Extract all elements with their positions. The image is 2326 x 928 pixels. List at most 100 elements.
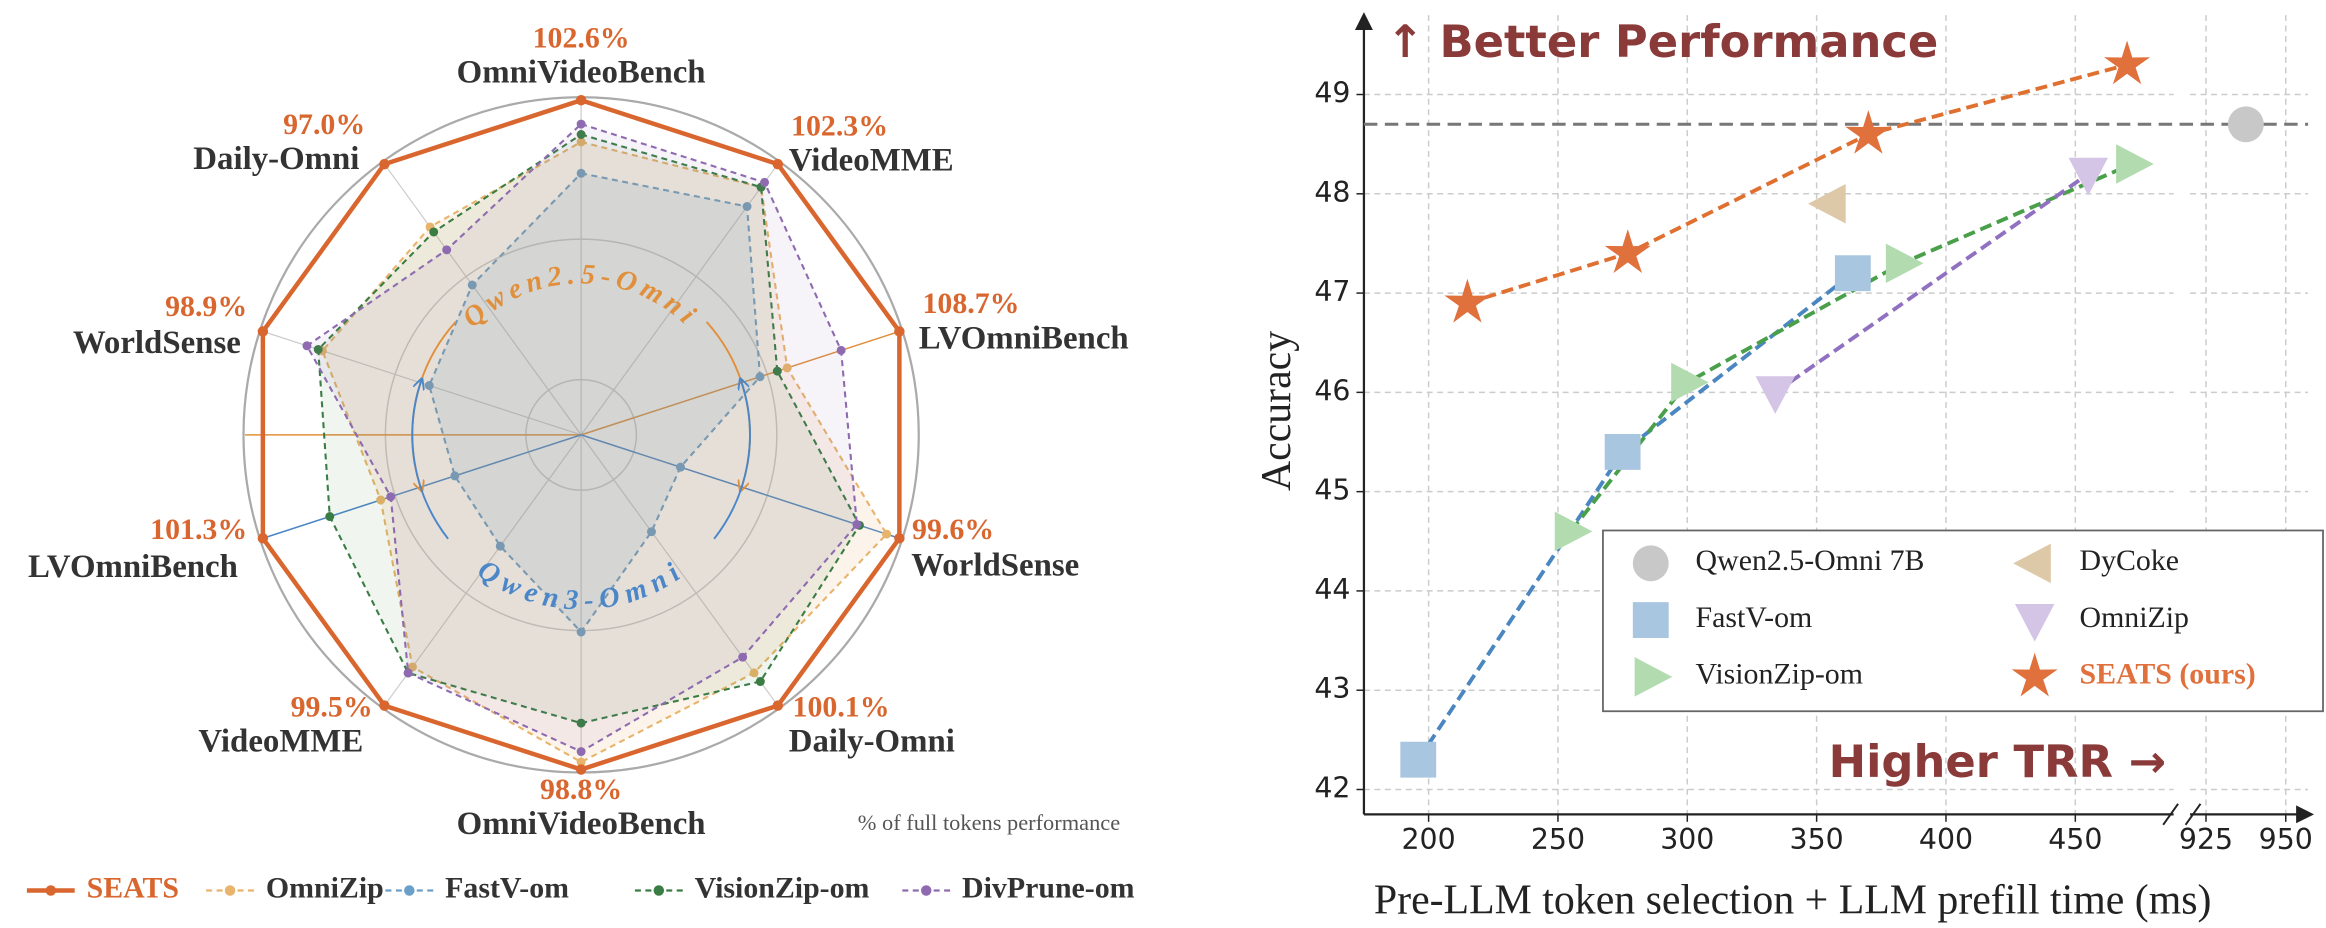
value-label: 100.1%	[793, 691, 890, 724]
value-label: 102.6%	[533, 21, 630, 54]
series-point	[576, 130, 586, 139]
axis-spoke	[383, 162, 582, 436]
series-point	[576, 718, 586, 728]
series-point	[376, 495, 386, 505]
legend-marker	[2014, 603, 2055, 642]
legend-marker	[2011, 652, 2058, 697]
series-point	[379, 700, 390, 711]
axis-label: LVOmniBench	[28, 549, 238, 585]
series-area	[321, 140, 888, 764]
value-label: 99.5%	[291, 691, 373, 724]
legend-label: OmniZip	[2080, 601, 2189, 634]
series-line	[1569, 162, 2133, 533]
legend-label: SEATS	[87, 871, 179, 904]
x-tick-label: 925	[2179, 823, 2233, 856]
value-label: 97.0%	[283, 108, 365, 141]
series-point	[450, 471, 460, 481]
series-point	[782, 363, 792, 373]
legend-marker	[45, 885, 57, 896]
series-point	[575, 764, 587, 775]
x-tick-label: 350	[1790, 823, 1844, 856]
series-point	[2104, 40, 2151, 85]
series-point	[755, 677, 765, 687]
series-point	[882, 529, 892, 539]
value-label: 102.3%	[791, 109, 888, 142]
x-axis-label: Pre-LLM token selection + LLM prefill ti…	[1374, 878, 2212, 924]
series-point	[257, 533, 269, 544]
series-point	[302, 341, 312, 351]
series-line	[1466, 62, 2128, 305]
axis-label: WorldSense	[73, 325, 241, 361]
series-point	[755, 372, 765, 382]
y-tick-label: 47	[1314, 275, 1350, 308]
axis-break	[2162, 803, 2202, 826]
value-label: 99.6%	[912, 513, 994, 546]
series-point	[576, 627, 586, 637]
series-point	[772, 366, 782, 376]
x-tick-label: 950	[2259, 823, 2313, 856]
series-point	[2227, 106, 2264, 143]
axis-label: Daily-Omni	[193, 141, 359, 177]
axis-label: WorldSense	[911, 547, 1079, 583]
axis-label: OmniVideoBench	[457, 54, 706, 90]
legend-label: OmniZip	[266, 871, 384, 904]
legend-label: SEATS (ours)	[2080, 658, 2256, 691]
value-label: 101.3%	[150, 513, 247, 546]
axis-label: VideoMME	[789, 143, 954, 179]
legend-label: VisionZip-om	[1696, 658, 1863, 691]
x-tick-label: 200	[1402, 823, 1456, 856]
y-tick-label: 49	[1314, 77, 1350, 110]
series-point	[325, 512, 335, 522]
legend-marker	[224, 885, 236, 896]
series-point	[1400, 741, 1437, 778]
series-point	[894, 326, 905, 337]
y-tick-label: 45	[1314, 474, 1350, 507]
axis-spoke	[580, 434, 780, 708]
legend-marker	[2013, 543, 2051, 584]
group-arc	[713, 380, 751, 540]
series-point	[1808, 184, 1846, 224]
y-tick-label: 42	[1314, 771, 1350, 804]
legend-label: VisionZip-om	[695, 871, 870, 904]
series-point	[738, 652, 748, 662]
note: % of full tokens performance	[858, 810, 1120, 835]
series-point	[424, 381, 434, 390]
series-point	[852, 519, 862, 529]
series-point	[894, 533, 905, 544]
legend-label: DyCoke	[2080, 544, 2180, 577]
y-axis-label: Accuracy	[1254, 331, 1300, 491]
series-point	[575, 95, 587, 106]
series-point	[429, 227, 439, 237]
series-point	[495, 541, 505, 551]
axis-label: VideoMME	[198, 724, 363, 760]
x-tick-label: 300	[1660, 823, 1714, 856]
series-area	[317, 133, 861, 725]
axis-label: LVOmniBench	[919, 320, 1129, 356]
legend-label: DivPrune-om	[962, 871, 1135, 904]
series-point	[576, 137, 586, 147]
x-tick-label: 450	[2048, 823, 2102, 856]
series-point	[1885, 243, 1924, 284]
legend-label: Qwen2.5-Omni 7B	[1696, 544, 1925, 577]
y-tick-label: 46	[1314, 374, 1350, 407]
legend-marker	[1634, 657, 1673, 697]
legend-marker	[653, 885, 665, 896]
series-point	[749, 668, 759, 678]
x-axis-arrow	[2296, 805, 2315, 824]
series-point	[1444, 278, 1491, 323]
legend-marker	[920, 885, 932, 896]
y-axis-arrow	[1354, 12, 1373, 31]
series-point	[1604, 434, 1641, 470]
x-tick-label: 250	[1531, 823, 1585, 856]
annotation: ↑ Better Performance	[1386, 15, 1938, 68]
series-line	[1774, 172, 2090, 394]
series-point	[257, 326, 269, 337]
series-point	[676, 462, 685, 472]
legend-marker	[404, 885, 415, 896]
y-tick-label: 43	[1314, 672, 1350, 705]
axis-label: OmniVideoBench	[457, 806, 706, 842]
series-point	[772, 158, 784, 170]
series-point	[403, 668, 413, 678]
series-point	[2116, 144, 2154, 184]
series-point	[2068, 157, 2108, 196]
